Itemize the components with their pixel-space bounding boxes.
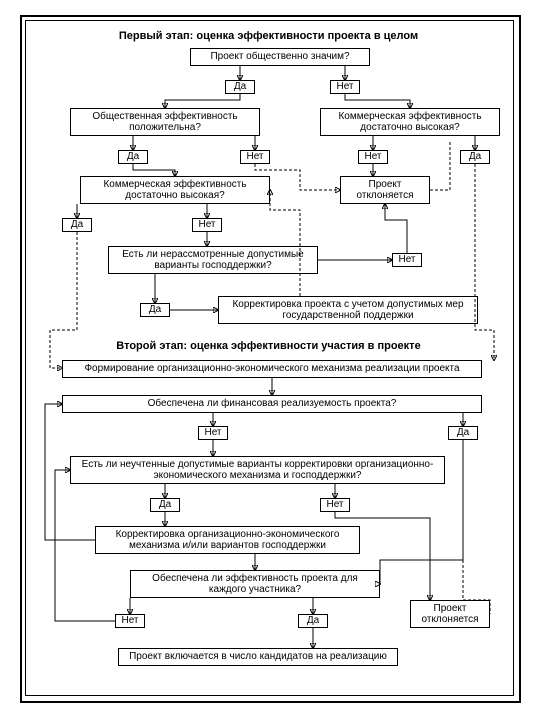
label-yes-2: Да bbox=[118, 150, 148, 164]
node-n5: Проект отклоняется bbox=[340, 176, 430, 204]
node-n7: Корректировка проекта с учетом допустимы… bbox=[218, 296, 478, 324]
node-n11: Корректировка организационно-экономическ… bbox=[95, 526, 360, 554]
label-no-10: Нет bbox=[320, 498, 350, 512]
heading-stage1: Первый этап: оценка эффективности проект… bbox=[0, 30, 537, 42]
node-n8: Формирование организационно-экономическо… bbox=[62, 360, 482, 378]
label-yes-6: Да bbox=[140, 303, 170, 317]
label-no-12: Нет bbox=[115, 614, 145, 628]
node-n2: Общественная эффективность положительна? bbox=[70, 108, 260, 136]
label-no-6: Нет bbox=[392, 253, 422, 267]
label-yes-10: Да bbox=[150, 498, 180, 512]
label-no-3: Нет bbox=[358, 150, 388, 164]
label-no-4: Нет bbox=[192, 218, 222, 232]
node-n12: Обеспечена ли эффективность проекта для … bbox=[130, 570, 380, 598]
node-n14: Проект включается в число кандидатов на … bbox=[118, 648, 398, 666]
label-no-9: Нет bbox=[198, 426, 228, 440]
node-n9: Обеспечена ли финансовая реализуемость п… bbox=[62, 395, 482, 413]
heading-stage2: Второй этап: оценка эффективности участи… bbox=[0, 340, 537, 352]
label-yes-3: Да bbox=[460, 150, 490, 164]
label-yes-12: Да bbox=[298, 614, 328, 628]
node-n1: Проект общественно значим? bbox=[190, 48, 370, 66]
node-n4: Коммерческая эффективность достаточно вы… bbox=[80, 176, 270, 204]
label-no-2a: Нет bbox=[240, 150, 270, 164]
node-n6: Есть ли нерассмотренные допустимые вариа… bbox=[108, 246, 318, 274]
label-yes-1: Да bbox=[225, 80, 255, 94]
label-yes-4: Да bbox=[62, 218, 92, 232]
node-n3: Коммерческая эффективность достаточно вы… bbox=[320, 108, 500, 136]
label-no-1: Нет bbox=[330, 80, 360, 94]
label-yes-9: Да bbox=[448, 426, 478, 440]
node-n13: Проект отклоняется bbox=[410, 600, 490, 628]
node-n10: Есть ли неучтенные допустимые варианты к… bbox=[70, 456, 445, 484]
